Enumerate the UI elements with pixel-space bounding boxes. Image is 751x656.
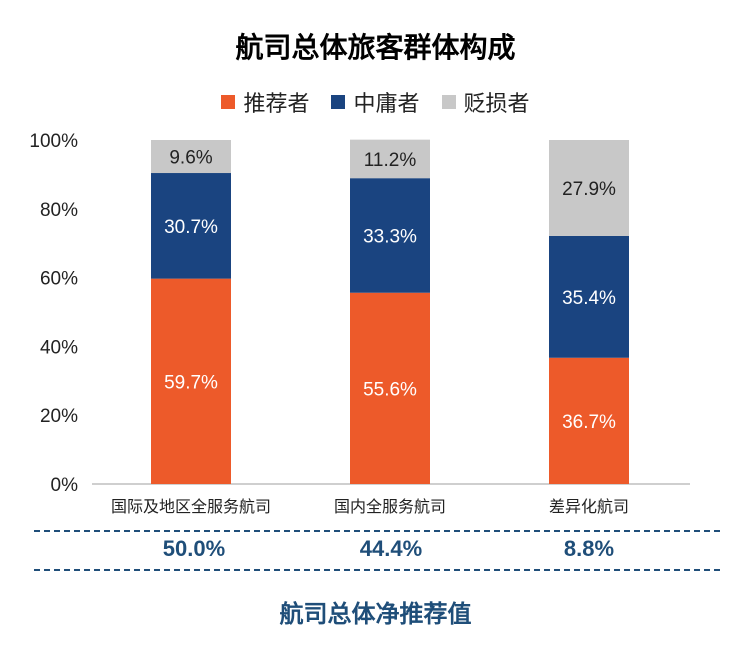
data-label: 9.6%: [169, 148, 212, 169]
divider-bottom: [34, 569, 720, 571]
data-label: 55.6%: [363, 379, 417, 400]
legend-item-detractors: 贬损者: [441, 86, 530, 118]
y-tick-label: 80%: [40, 200, 78, 221]
legend-swatch-detractors: [441, 95, 456, 109]
bar-segment: [151, 173, 231, 279]
bar-segment: [549, 357, 629, 484]
nps-value-differentiated: 8.8%: [563, 536, 615, 561]
nps-value-international: 50.0%: [162, 536, 226, 561]
y-tick-label: 20%: [40, 406, 78, 427]
data-label: 11.2%: [364, 150, 417, 171]
data-label: 30.7%: [164, 217, 218, 238]
nps-value-domestic: 44.4%: [359, 536, 423, 561]
bar-segment: [350, 139, 430, 179]
x-tick-label: 差异化航司: [549, 498, 629, 516]
x-tick-label: 国际及地区全服务航司: [111, 498, 271, 516]
nps-label: 航司总体净推荐值: [279, 601, 472, 628]
legend-item-passives: 中庸者: [331, 86, 420, 118]
data-label: 33.3%: [363, 226, 417, 247]
data-label: 27.9%: [562, 179, 616, 200]
bar-segment: [350, 178, 430, 293]
legend-swatch-passives: [331, 95, 346, 109]
bar-segment: [151, 278, 231, 484]
divider-top: [34, 530, 720, 532]
y-tick-label: 0%: [51, 475, 79, 496]
bar-segment: [549, 235, 629, 358]
data-label: 36.7%: [562, 412, 616, 433]
y-tick-label: 40%: [40, 337, 78, 358]
stacked-bar-chart: 0% 20% 40% 60% 80% 100% 59.7% 30.7% 9.6% 国际及地区全服务…: [29, 131, 690, 516]
bar-segment: [350, 292, 430, 484]
legend-item-promoters: 推荐者: [221, 86, 309, 118]
chart-title: 航司总体旅客群体构成: [235, 32, 516, 63]
bar-segment: [151, 140, 231, 174]
data-label: 35.4%: [562, 288, 616, 309]
y-tick-label: 60%: [40, 269, 78, 290]
y-tick-label: 100%: [29, 131, 78, 152]
bar-segment: [549, 140, 629, 236]
data-label: 59.7%: [164, 372, 218, 393]
x-tick-label: 国内全服务航司: [334, 498, 446, 516]
legend-label-promoters: 推荐者: [243, 91, 310, 116]
legend-swatch-promoters: [221, 95, 236, 109]
legend-label-passives: 中庸者: [353, 91, 420, 116]
legend-label-detractors: 贬损者: [463, 91, 530, 116]
legend: 推荐者 中庸者 贬损者: [0, 86, 751, 118]
